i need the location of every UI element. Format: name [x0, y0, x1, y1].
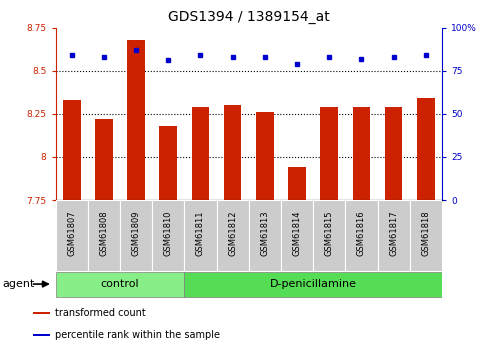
Bar [33, 312, 50, 314]
Text: GSM61813: GSM61813 [260, 211, 270, 256]
Bar [256, 112, 274, 200]
Text: GSM61817: GSM61817 [389, 211, 398, 256]
Text: control: control [100, 279, 139, 289]
Text: GSM61811: GSM61811 [196, 211, 205, 256]
Text: GSM61812: GSM61812 [228, 211, 237, 256]
Bar [281, 200, 313, 271]
Bar [249, 200, 281, 271]
Bar [417, 98, 435, 200]
Text: GSM61809: GSM61809 [131, 211, 141, 256]
Bar [353, 107, 370, 200]
Bar [152, 200, 185, 271]
Bar [378, 200, 410, 271]
Text: D-penicillamine: D-penicillamine [270, 279, 356, 289]
Bar [345, 200, 378, 271]
Bar [56, 272, 185, 297]
Bar [95, 119, 113, 200]
Text: transformed count: transformed count [55, 308, 145, 318]
Bar [192, 107, 209, 200]
Bar [159, 126, 177, 200]
Text: GSM61814: GSM61814 [293, 211, 301, 256]
Text: GSM61810: GSM61810 [164, 211, 173, 256]
Bar [33, 334, 50, 336]
Bar [313, 200, 345, 271]
Text: GSM61815: GSM61815 [325, 211, 334, 256]
Text: GSM61816: GSM61816 [357, 211, 366, 256]
Bar [185, 200, 216, 271]
Bar [120, 200, 152, 271]
Text: agent: agent [3, 279, 35, 289]
Text: GSM61808: GSM61808 [99, 211, 108, 256]
Bar [216, 200, 249, 271]
Text: percentile rank within the sample: percentile rank within the sample [55, 330, 220, 340]
Bar [224, 105, 242, 200]
Bar [185, 272, 442, 297]
Bar [127, 40, 145, 200]
Bar [410, 200, 442, 271]
Bar [320, 107, 338, 200]
Title: GDS1394 / 1389154_at: GDS1394 / 1389154_at [168, 10, 329, 24]
Bar [63, 100, 81, 200]
Bar [88, 200, 120, 271]
Text: GSM61818: GSM61818 [421, 211, 430, 256]
Text: GSM61807: GSM61807 [67, 211, 76, 256]
Bar [56, 200, 88, 271]
Bar [288, 167, 306, 200]
Bar [385, 107, 402, 200]
